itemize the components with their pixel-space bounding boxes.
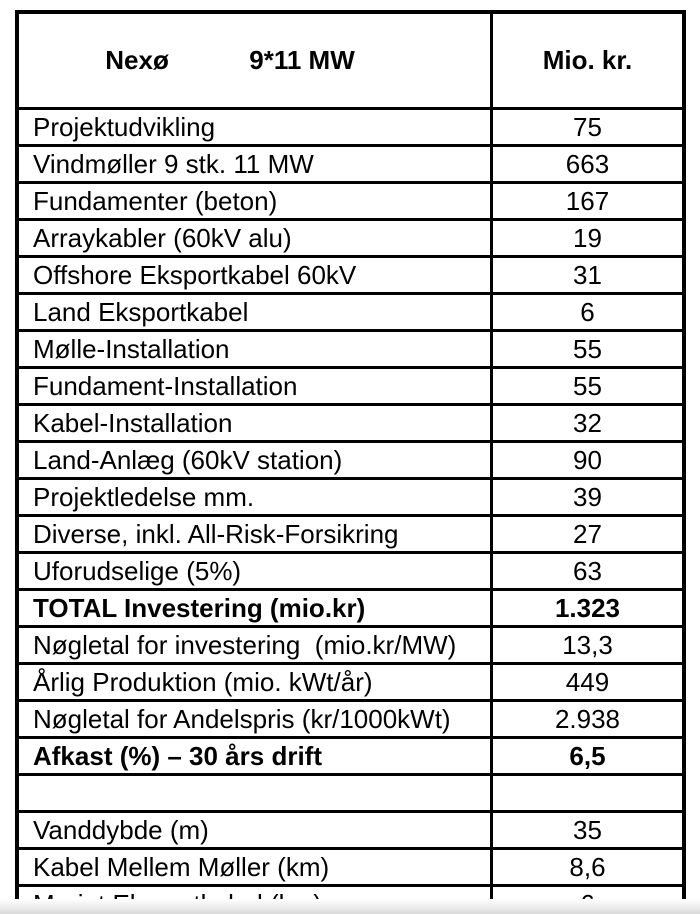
row-value: 35 xyxy=(490,810,686,850)
row-value: 6,5 xyxy=(490,736,686,776)
table-row-uforudselige: Uforudselige (5%) 63 xyxy=(15,551,686,591)
table-row-moelle-installation: Mølle-Installation 55 xyxy=(15,329,686,369)
row-label: Nøgletal for investering (mio.kr/MW) xyxy=(15,625,493,665)
row-label: Fundament-Installation xyxy=(15,366,493,406)
project-capacity: 9*11 MW xyxy=(249,45,355,75)
row-value: 39 xyxy=(490,477,686,517)
row-value: 167 xyxy=(490,181,686,221)
table-row-land-anlaeg: Land-Anlæg (60kV station) 90 xyxy=(15,440,686,480)
value-column-header: Mio. kr. xyxy=(490,10,686,110)
row-label: Vindmøller 9 stk. 11 MW xyxy=(15,144,493,184)
row-label: Vanddybde (m) xyxy=(15,810,493,850)
table-row-projektudvikling: Projektudvikling 75 xyxy=(15,107,686,147)
table-row-vindmoeller: Vindmøller 9 stk. 11 MW 663 xyxy=(15,144,686,184)
row-value: 27 xyxy=(490,514,686,554)
row-value: 13,3 xyxy=(490,625,686,665)
row-value: 63 xyxy=(490,551,686,591)
row-value xyxy=(490,773,686,813)
row-label: Projektledelse mm. xyxy=(15,477,493,517)
row-value: 6 xyxy=(490,292,686,332)
table-row-projektledelse: Projektledelse mm. 39 xyxy=(15,477,686,517)
row-value: 31 xyxy=(490,255,686,295)
table-row-kabel-installation: Kabel-Installation 32 xyxy=(15,403,686,443)
table-row-afkast: Afkast (%) – 30 års drift 6,5 xyxy=(15,736,686,776)
table-row-spacer xyxy=(15,773,686,813)
row-value: 55 xyxy=(490,366,686,406)
row-label: Kabel-Installation xyxy=(15,403,493,443)
row-label: TOTAL Investering (mio.kr) xyxy=(15,588,493,628)
table-row-total-investering: TOTAL Investering (mio.kr) 1.323 xyxy=(15,588,686,628)
row-label: Projektudvikling xyxy=(15,107,493,147)
row-label: Land Eksportkabel xyxy=(15,292,493,332)
row-label: Årlig Produktion (mio. kWt/år) xyxy=(15,662,493,702)
header-row: Nexø 9*11 MW Mio. kr. xyxy=(15,10,686,110)
row-label: Afkast (%) – 30 års drift xyxy=(15,736,493,776)
row-label: Offshore Eksportkabel 60kV xyxy=(15,255,493,295)
row-value: 449 xyxy=(490,662,686,702)
row-label: Uforudselige (5%) xyxy=(15,551,493,591)
row-value: 32 xyxy=(490,403,686,443)
project-title: Nexø xyxy=(105,45,169,75)
table-row-fundament-installation: Fundament-Installation 55 xyxy=(15,366,686,406)
row-label: Nøgletal for Andelspris (kr/1000kWt) xyxy=(15,699,493,739)
table-row-kabel-mellem-moeller: Kabel Mellem Møller (km) 8,6 xyxy=(15,847,686,887)
table-row-aarlig-produktion: Årlig Produktion (mio. kWt/år) 449 xyxy=(15,662,686,702)
row-value: 19 xyxy=(490,218,686,258)
header-label-cell: Nexø 9*11 MW xyxy=(15,10,493,110)
table-row-noegletal-andelspris: Nøgletal for Andelspris (kr/1000kWt) 2.9… xyxy=(15,699,686,739)
table-row-diverse: Diverse, inkl. All-Risk-Forsikring 27 xyxy=(15,514,686,554)
row-label: Fundamenter (beton) xyxy=(15,181,493,221)
row-label: Mølle-Installation xyxy=(15,329,493,369)
row-value: 75 xyxy=(490,107,686,147)
row-value: 2.938 xyxy=(490,699,686,739)
table-row-noegletal-investering: Nøgletal for investering (mio.kr/MW) 13,… xyxy=(15,625,686,665)
row-value: 55 xyxy=(490,329,686,369)
table-row-land-eksportkabel: Land Eksportkabel 6 xyxy=(15,292,686,332)
table-row-fundamenter: Fundamenter (beton) 167 xyxy=(15,181,686,221)
table-row-offshore-eksportkabel: Offshore Eksportkabel 60kV 31 xyxy=(15,255,686,295)
row-label: Arraykabler (60kV alu) xyxy=(15,218,493,258)
cost-table: Nexø 9*11 MW Mio. kr. Projektudvikling 75… xyxy=(15,10,686,914)
row-value: 8,6 xyxy=(490,847,686,887)
table-row-arraykabler: Arraykabler (60kV alu) 19 xyxy=(15,218,686,258)
row-label: Diverse, inkl. All-Risk-Forsikring xyxy=(15,514,493,554)
row-value: 90 xyxy=(490,440,686,480)
table-row-vanddybde: Vanddybde (m) 35 xyxy=(15,810,686,850)
row-value: 1.323 xyxy=(490,588,686,628)
row-label: Kabel Mellem Møller (km) xyxy=(15,847,493,887)
row-label xyxy=(15,773,493,813)
bottom-shade xyxy=(0,899,700,914)
row-value: 663 xyxy=(490,144,686,184)
row-label: Land-Anlæg (60kV station) xyxy=(15,440,493,480)
